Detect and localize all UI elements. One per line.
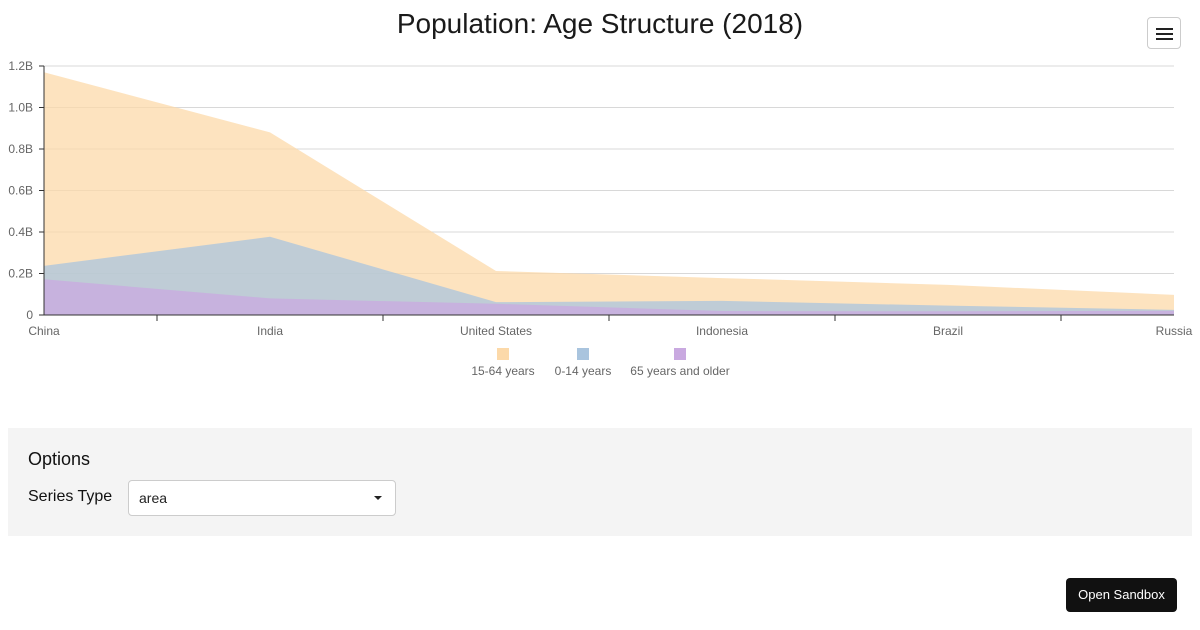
legend-label[interactable]: 65 years and older: [630, 364, 729, 378]
x-tick-label: Russia: [1156, 324, 1193, 338]
y-tick-label: 0.6B: [8, 184, 33, 198]
series-type-label: Series Type: [28, 488, 113, 505]
x-tick-label: Brazil: [933, 324, 963, 338]
hamburger-menu-icon-bar: [1156, 33, 1173, 35]
x-tick-label: India: [257, 324, 283, 338]
legend-swatch[interactable]: [497, 348, 509, 360]
options-title: Options: [28, 449, 91, 469]
y-tick-label: 1.2B: [8, 59, 33, 73]
chart-title: Population: Age Structure (2018): [396, 8, 804, 39]
series-type-value: area: [139, 490, 168, 506]
legend: 15-64 years 0-14 years 65 years and older: [471, 348, 730, 378]
area-chart: 0 0.2B 0.4B 0.6B 0.8B 1.0B 1.2B China India Unite…: [8, 59, 1192, 378]
hamburger-menu-icon-bar: [1156, 38, 1173, 40]
legend-swatch[interactable]: [577, 348, 589, 360]
x-tick-label: China: [28, 324, 60, 338]
options-panel: Options Series Type area: [8, 428, 1192, 536]
chart-menu-button[interactable]: [1147, 17, 1181, 49]
x-tick-label: Indonesia: [696, 324, 748, 338]
x-tick-label: United States: [460, 324, 532, 338]
hamburger-menu-icon: [1156, 28, 1173, 30]
chevron-down-icon: [374, 496, 382, 500]
legend-swatch[interactable]: [674, 348, 686, 360]
series-area[interactable]: [44, 279, 1174, 315]
legend-label[interactable]: 15-64 years: [471, 364, 534, 378]
y-tick-label: 0.2B: [8, 267, 33, 281]
open-sandbox-button[interactable]: Open Sandbox: [1066, 578, 1177, 612]
series-areas: [44, 72, 1174, 315]
y-tick-label: 0.8B: [8, 142, 33, 156]
series-type-select[interactable]: area: [128, 480, 396, 516]
legend-label[interactable]: 0-14 years: [555, 364, 612, 378]
axes: 0 0.2B 0.4B 0.6B 0.8B 1.0B 1.2B China India Unite…: [8, 59, 1192, 338]
series-area[interactable]: [44, 236, 1174, 315]
y-tick-label: 0: [26, 308, 33, 322]
y-tick-label: 0.4B: [8, 225, 33, 239]
y-tick-label: 1.0B: [8, 101, 33, 115]
